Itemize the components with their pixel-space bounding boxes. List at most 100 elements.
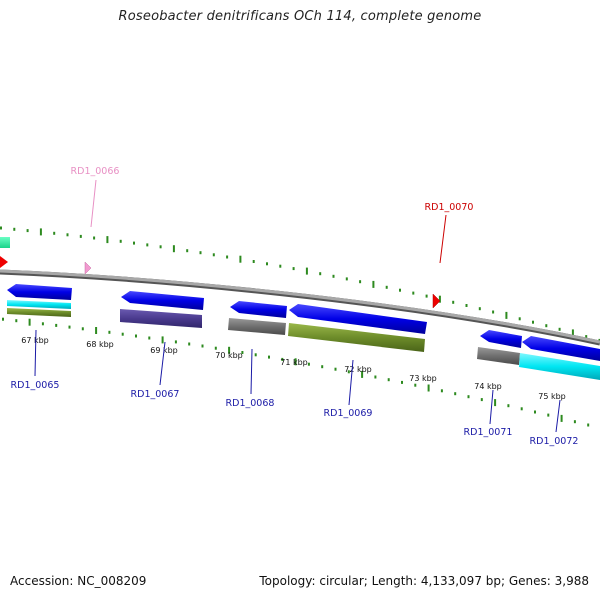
outer-major-tick bbox=[438, 295, 441, 303]
inner-minor-tick bbox=[108, 330, 111, 334]
inner-minor-tick bbox=[55, 323, 58, 327]
inner-major-tick bbox=[560, 414, 563, 422]
inner-minor-tick bbox=[374, 375, 377, 379]
leader-line-rd1-0065 bbox=[34, 329, 37, 377]
outer-minor-tick bbox=[186, 249, 189, 253]
inner-minor-tick bbox=[321, 365, 324, 369]
outer-minor-tick bbox=[319, 272, 322, 276]
category-bar-rd1-0067-purple bbox=[120, 309, 202, 328]
inner-major-tick bbox=[361, 370, 364, 378]
gene-arrow-rd1-0069 bbox=[289, 304, 427, 334]
category-bar-rd1-0072-cyan bbox=[519, 353, 600, 380]
inner-minor-tick bbox=[214, 346, 217, 350]
outer-minor-tick bbox=[399, 288, 401, 292]
inner-minor-tick bbox=[401, 380, 403, 384]
leader-line-rd1-0066 bbox=[90, 179, 97, 228]
outer-minor-tick bbox=[359, 280, 362, 284]
scale-label: 67 kbp bbox=[21, 336, 49, 345]
partial-red-arrow bbox=[0, 256, 8, 268]
leader-line-rd1-0071 bbox=[489, 389, 494, 425]
inner-major-tick bbox=[494, 399, 497, 407]
scale-label: 75 kbp bbox=[538, 392, 566, 401]
category-bar-rd1-0068-gray bbox=[228, 318, 286, 335]
backbone bbox=[0, 269, 600, 344]
inner-minor-tick bbox=[573, 420, 576, 424]
outer-minor-tick bbox=[385, 285, 388, 289]
gene-label-rd1-0072[interactable]: RD1_0072 bbox=[530, 436, 579, 447]
outer-major-tick bbox=[172, 245, 175, 253]
category-bar-rd1-0065-green bbox=[7, 308, 71, 317]
outer-tick-track bbox=[0, 226, 600, 342]
outer-minor-tick bbox=[199, 251, 202, 255]
outer-minor-tick bbox=[345, 277, 348, 281]
gene-arrow-rd1-0065 bbox=[7, 284, 72, 300]
outer-major-tick bbox=[305, 267, 308, 275]
gene-label-rd1-0071[interactable]: RD1_0071 bbox=[464, 427, 513, 438]
inner-minor-tick bbox=[387, 378, 390, 382]
category-bar-rd1-0069-green bbox=[288, 323, 425, 352]
inner-minor-tick bbox=[454, 392, 457, 396]
outer-major-tick bbox=[39, 228, 42, 236]
outer-minor-tick bbox=[133, 241, 135, 245]
genome-summary-text: Topology: circular; Length: 4,133,097 bp… bbox=[259, 574, 589, 588]
outer-minor-tick bbox=[492, 310, 495, 314]
gene-label-rd1-0068[interactable]: RD1_0068 bbox=[226, 398, 275, 409]
gene-label-rd1-0066[interactable]: RD1_0066 bbox=[71, 166, 120, 177]
outer-minor-tick bbox=[266, 262, 268, 266]
outer-minor-tick bbox=[53, 231, 56, 235]
inner-minor-tick bbox=[2, 317, 4, 321]
scale-label: 71 kbp bbox=[280, 358, 308, 367]
inner-minor-tick bbox=[307, 362, 310, 366]
inner-major-tick bbox=[95, 327, 98, 334]
outer-minor-tick bbox=[119, 239, 122, 243]
outer-minor-tick bbox=[212, 253, 215, 257]
outer-minor-tick bbox=[465, 304, 468, 307]
inner-major-tick bbox=[28, 318, 31, 326]
gene-arrows bbox=[7, 284, 600, 361]
outer-minor-tick bbox=[585, 335, 588, 339]
inner-minor-tick bbox=[68, 325, 71, 329]
gene-label-rd1-0067[interactable]: RD1_0067 bbox=[131, 389, 180, 400]
map-title: Roseobacter denitrificans OCh 114, compl… bbox=[118, 9, 482, 24]
leader-line-rd1-0072 bbox=[555, 399, 561, 433]
outer-minor-tick bbox=[0, 226, 2, 230]
gene-arrow-rd1-0067 bbox=[121, 291, 204, 310]
gene-arrow-rd1-0071 bbox=[480, 330, 522, 348]
outer-minor-tick bbox=[478, 307, 481, 311]
inner-major-tick bbox=[228, 346, 231, 354]
outer-minor-tick bbox=[292, 267, 295, 271]
inner-minor-tick bbox=[507, 404, 510, 408]
outer-minor-tick bbox=[13, 227, 16, 231]
inner-major-tick bbox=[161, 336, 164, 344]
leader-line-rd1-0069 bbox=[348, 359, 354, 406]
inner-minor-tick bbox=[174, 340, 177, 344]
leader-line-rd1-0067 bbox=[159, 341, 166, 386]
inner-minor-tick bbox=[520, 407, 523, 411]
gene-arrow-rd1-0068 bbox=[230, 301, 287, 318]
outer-minor-tick bbox=[452, 300, 455, 304]
inner-minor-tick bbox=[587, 423, 590, 427]
inner-minor-tick bbox=[534, 410, 536, 414]
inner-minor-tick bbox=[41, 322, 44, 326]
gene-label-rd1-0069[interactable]: RD1_0069 bbox=[324, 408, 373, 419]
inner-minor-tick bbox=[188, 342, 191, 346]
inner-minor-tick bbox=[81, 327, 84, 331]
gene-label-rd1-0070[interactable]: RD1_0070 bbox=[425, 202, 474, 213]
inner-minor-tick bbox=[414, 383, 417, 387]
outer-minor-tick bbox=[545, 324, 548, 328]
outer-minor-tick bbox=[279, 264, 282, 268]
category-bar-rd1-0071-gray bbox=[477, 347, 520, 365]
inner-minor-tick bbox=[15, 319, 18, 323]
gene-label-rd1-0065[interactable]: RD1_0065 bbox=[11, 380, 60, 391]
inner-minor-tick bbox=[148, 336, 151, 340]
category-bar-rd1-0065-cyan bbox=[7, 300, 71, 309]
inner-minor-tick bbox=[480, 398, 483, 402]
outer-minor-tick bbox=[332, 274, 335, 278]
scale-label: 68 kbp bbox=[86, 340, 114, 349]
gene-arrow-rd1-0072 bbox=[522, 336, 600, 361]
inner-minor-tick bbox=[281, 357, 284, 361]
inner-minor-tick bbox=[135, 334, 137, 338]
inner-minor-tick bbox=[121, 332, 124, 336]
outer-major-tick bbox=[571, 329, 574, 337]
